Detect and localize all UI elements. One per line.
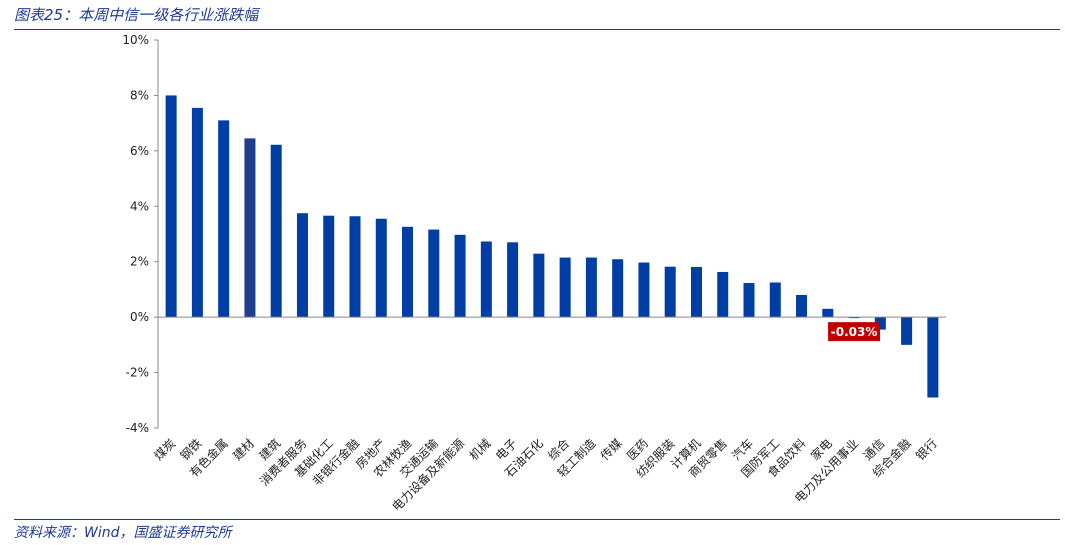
bar [296, 213, 308, 318]
bar [717, 271, 729, 318]
bottom-rule [14, 519, 1060, 520]
top-rule [14, 29, 1060, 30]
bar [244, 138, 256, 318]
x-tick-label: 煤炭 [151, 436, 178, 463]
bar [507, 242, 519, 318]
bar [191, 107, 203, 318]
y-tick-label: 6% [130, 144, 149, 158]
bar [769, 282, 781, 318]
bar [270, 144, 282, 318]
x-tick-label: 银行 [913, 436, 940, 463]
bar [638, 262, 650, 318]
source-note: 资料来源：Wind，国盛证券研究所 [14, 525, 232, 541]
bar [533, 253, 545, 318]
x-tick-label: 机械 [466, 436, 494, 464]
data-label: -0.03% [831, 325, 878, 339]
bar [454, 234, 466, 318]
bar [480, 241, 492, 318]
bar [323, 215, 335, 318]
y-tick-label: 4% [130, 199, 149, 213]
bar [874, 317, 886, 330]
bar [664, 266, 676, 318]
y-tick-label: 10% [122, 33, 149, 47]
chart-title: 图表25：本周中信一级各行业涨跌幅 [14, 6, 259, 24]
bar [428, 229, 440, 318]
bar [349, 216, 361, 318]
bar [218, 120, 230, 318]
bar [822, 308, 834, 318]
y-tick-label: 0% [130, 310, 149, 324]
bar [612, 259, 624, 318]
bar [585, 257, 597, 318]
bar [375, 218, 387, 318]
bar [402, 226, 414, 318]
x-tick-label: 建材 [230, 436, 257, 463]
bar [901, 317, 913, 345]
bar [690, 266, 702, 318]
bar [927, 317, 939, 398]
y-tick-label: 2% [130, 255, 149, 269]
x-tick-label: 传媒 [597, 436, 625, 464]
data-label-box [828, 322, 881, 342]
y-tick-label: -4% [126, 421, 149, 435]
y-tick-label: -2% [126, 366, 149, 380]
bar [559, 257, 571, 318]
bar [165, 95, 177, 318]
bar [743, 283, 755, 318]
bar [796, 294, 808, 318]
y-tick-label: 8% [130, 88, 149, 102]
